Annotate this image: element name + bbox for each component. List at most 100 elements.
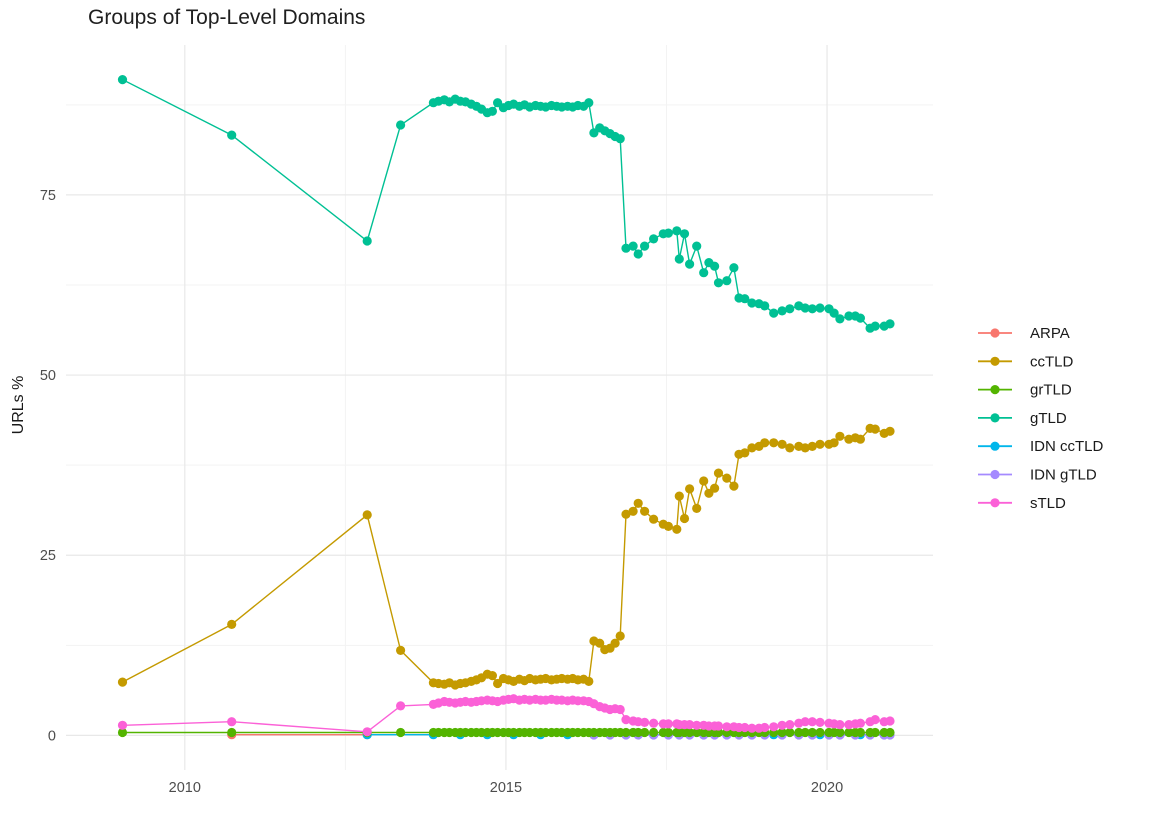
data-point [855, 727, 866, 738]
legend-key-dot [990, 469, 1000, 480]
data-point [692, 503, 702, 513]
minor-gridlines [66, 45, 933, 770]
data-point [760, 301, 770, 311]
data-point [227, 130, 237, 140]
series-ccTLD [117, 423, 895, 690]
data-point [672, 524, 682, 534]
legend-label: IDN ccTLD [1030, 438, 1104, 455]
data-point [685, 259, 695, 269]
data-point [800, 303, 810, 313]
data-point [785, 443, 795, 453]
data-point [663, 719, 674, 729]
data-point [649, 727, 659, 738]
data-point [835, 727, 845, 738]
data-point [713, 721, 724, 731]
data-point [396, 701, 406, 711]
data-point [692, 727, 702, 738]
legend-item-IDN-gTLD: IDN gTLD [978, 467, 1097, 484]
legend-label: ARPA [1030, 325, 1070, 342]
data-point [674, 254, 684, 264]
data-point [815, 303, 825, 313]
data-point [396, 727, 406, 738]
series-ARPA [227, 730, 372, 740]
y-tick-label: 50 [40, 368, 56, 384]
legend-key-dot [990, 356, 1000, 366]
data-point [362, 510, 372, 520]
data-point [692, 720, 702, 730]
data-point [621, 715, 631, 725]
legend-label: sTLD [1030, 495, 1066, 512]
legend-label: grTLD [1030, 382, 1072, 399]
data-point [595, 638, 605, 648]
data-point [870, 424, 880, 434]
data-point [640, 717, 650, 728]
data-point [885, 426, 895, 436]
data-point [844, 311, 854, 321]
data-point [674, 491, 684, 501]
data-point [396, 645, 406, 656]
data-point [870, 321, 880, 331]
data-point [615, 134, 625, 144]
legend-key-dot [990, 498, 1000, 508]
legend-item-grTLD: grTLD [978, 382, 1072, 399]
data-point [663, 228, 674, 238]
data-point [685, 484, 695, 494]
data-point [794, 727, 804, 738]
data-point [396, 120, 406, 130]
data-point [633, 727, 643, 738]
data-point [117, 720, 128, 730]
legend-item-IDN-ccTLD: IDN ccTLD [978, 438, 1104, 455]
legend: ARPA ccTLD grTLD gTLD IDN ccTLD IDN gTLD sTLD [978, 325, 1104, 512]
data-point [117, 677, 128, 687]
data-point [777, 727, 787, 738]
data-point [628, 241, 638, 251]
data-point [640, 241, 650, 251]
data-point [747, 443, 757, 453]
series-sTLD [117, 694, 895, 737]
data-point [800, 717, 810, 727]
data-point [722, 473, 732, 483]
data-point [584, 676, 594, 687]
data-point [227, 727, 237, 738]
data-point [672, 226, 682, 236]
data-point [769, 722, 779, 732]
data-point [885, 319, 895, 329]
series-gTLD [117, 75, 895, 333]
data-point [649, 718, 659, 728]
data-point [777, 306, 787, 316]
data-point [621, 727, 631, 738]
data-point [722, 722, 732, 732]
data-point [227, 717, 237, 727]
data-point [663, 727, 674, 738]
data-point [610, 638, 620, 648]
x-tick-label: 2015 [490, 780, 522, 796]
data-point [740, 722, 750, 733]
data-point [740, 294, 750, 304]
legend-key-dot [990, 413, 1000, 423]
data-point [621, 243, 631, 253]
data-point [117, 75, 128, 85]
legend-item-sTLD: sTLD [978, 495, 1066, 512]
data-point [815, 439, 825, 449]
y-tick-label: 25 [40, 548, 56, 564]
data-point [649, 234, 659, 244]
data-point [699, 268, 709, 278]
data-point [835, 314, 845, 324]
legend-key-dot [990, 385, 1000, 395]
data-point [835, 720, 845, 730]
data-point [785, 304, 795, 314]
y-axis-tick-labels: 0 25 50 75 [40, 188, 56, 745]
data-point [362, 236, 372, 246]
data-point [640, 506, 650, 516]
major-gridlines [66, 45, 933, 770]
y-tick-label: 0 [48, 728, 56, 744]
data-point [710, 483, 720, 493]
legend-key-dot [990, 328, 1000, 338]
data-point [362, 727, 372, 737]
data-point [785, 720, 795, 730]
data-point [633, 498, 643, 508]
data-point [729, 263, 739, 273]
legend-label: IDN gTLD [1030, 467, 1097, 484]
data-point [227, 619, 237, 630]
legend-label: gTLD [1030, 410, 1067, 427]
